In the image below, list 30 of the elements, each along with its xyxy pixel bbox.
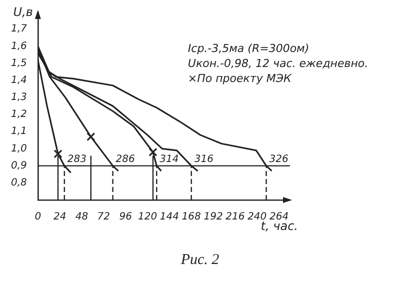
x-tick-label: 192 [204,212,223,223]
x-tick-label: 0 [34,212,42,223]
text: Рис. 2 [180,252,220,269]
x-tick-label: 96 [119,212,132,223]
annotation: Iср.-3,5ма (R=300ом) [188,42,310,55]
y-axis-title: U,в [13,5,33,19]
series-label: 326 [269,154,288,165]
y-tick-label: 1,6 [10,40,27,52]
x-tick-label: 216 [226,212,245,223]
x-tick-label: 24 [53,212,66,223]
y-tick-label: 1,3 [10,92,27,104]
annotation: Uкон.-0,98, 12 час. ежедневно. [188,57,368,70]
x-tick-label: 168 [182,212,201,223]
x-tick-label: 120 [138,212,158,223]
y-tick-label: 1,4 [10,74,27,86]
series-label: 316 [194,154,214,165]
y-tick-label: 1,0 [10,143,27,154]
y-tick-label: 1,1 [10,126,27,138]
y-tick-label: 1,7 [10,24,28,35]
x-tick-label: 48 [75,212,88,223]
y-tick-label: 0,8 [10,178,27,189]
annotation: ×По проекту МЭК [188,72,293,85]
x-tick-label: 72 [97,212,110,223]
y-tick-label: 0,9 [10,160,27,172]
series-label: 283 [67,154,86,165]
series-label: 314 [160,154,179,165]
y-tick-label: 1,5 [10,58,27,69]
series-label: 286 [116,154,135,165]
x-tick-label: 144 [160,212,179,223]
y-tick-label: 1,2 [10,109,27,120]
